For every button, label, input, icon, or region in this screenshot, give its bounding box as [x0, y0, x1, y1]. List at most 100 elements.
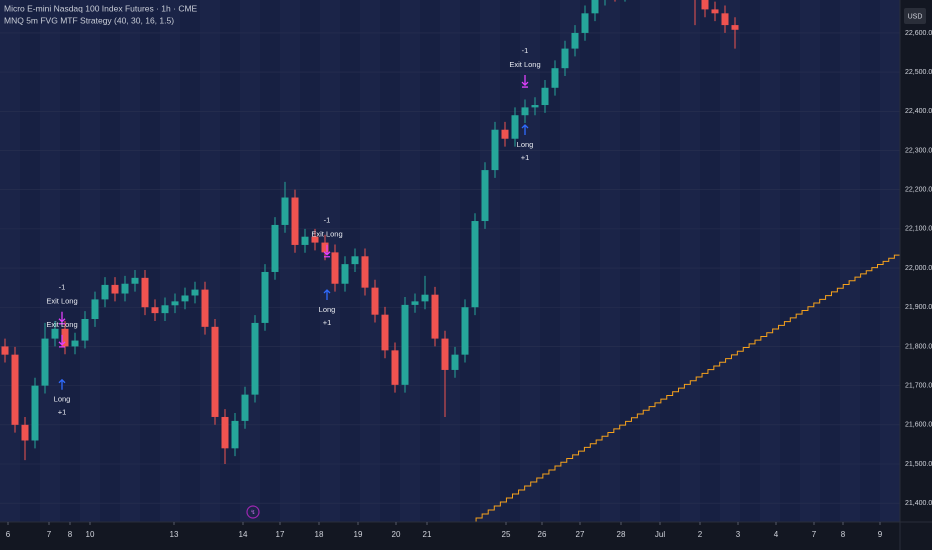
session-band: [60, 0, 80, 522]
candle-body: [401, 304, 409, 385]
session-band: [200, 0, 220, 522]
candle-body: [201, 289, 209, 327]
entry-qty: +1: [58, 408, 67, 417]
event-icon-glyph[interactable]: ↯: [250, 509, 255, 516]
session-band: [880, 0, 900, 522]
candle-body: [311, 236, 319, 243]
x-tick-label: 7: [812, 530, 817, 539]
session-band: [100, 0, 120, 522]
candle-body: [271, 224, 279, 272]
candle-body: [441, 338, 449, 370]
x-tick-label: 2: [698, 530, 703, 539]
session-band: [0, 0, 20, 522]
session-band: [480, 0, 500, 522]
x-tick-label: 26: [538, 530, 547, 539]
candle-body: [411, 301, 419, 305]
session-band: [140, 0, 160, 522]
exit-label: Exit Long: [311, 230, 342, 239]
event-icon[interactable]: [246, 505, 260, 519]
session-band: [820, 0, 840, 522]
session-band: [860, 0, 880, 522]
x-tick-label: 4: [774, 530, 779, 539]
candle-body: [731, 25, 739, 30]
x-tick-label: 14: [239, 530, 248, 539]
session-band: [260, 0, 280, 522]
candle-body: [111, 284, 119, 294]
candle-body: [421, 294, 429, 302]
exit-qty: -1: [324, 216, 331, 225]
session-band: [600, 0, 620, 522]
session-band: [320, 0, 340, 522]
candle-body: [51, 328, 59, 339]
candle-body: [321, 242, 329, 253]
entry-qty: +1: [323, 318, 332, 327]
x-tick-label: 28: [617, 530, 626, 539]
y-tick-label: 22,600.00: [905, 30, 932, 37]
session-band: [160, 0, 180, 522]
x-tick-label: 9: [878, 530, 883, 539]
chart-title: Micro E-mini Nasdaq 100 Index Futures · …: [4, 3, 198, 13]
session-band: [380, 0, 400, 522]
candle-body: [41, 338, 49, 386]
candle-body: [231, 420, 239, 449]
y-tick-label: 22,500.00: [905, 69, 932, 76]
session-band: [700, 0, 720, 522]
grid: [0, 32, 900, 504]
y-tick-label: 22,400.00: [905, 108, 932, 115]
session-band: [560, 0, 580, 522]
candle-body: [71, 340, 79, 347]
candle-body: [31, 385, 39, 441]
session-band: [280, 0, 300, 522]
x-tick-label: 7: [47, 530, 52, 539]
x-tick-label: 3: [736, 530, 741, 539]
entry-label: Long: [54, 395, 71, 404]
session-band: [360, 0, 380, 522]
session-band: [540, 0, 560, 522]
candle-body: [561, 48, 569, 69]
session-band: [660, 0, 680, 522]
y-tick-label: 22,100.00: [905, 226, 932, 233]
candle-body: [151, 307, 159, 314]
session-band: [640, 0, 660, 522]
candle-body: [251, 322, 259, 395]
entry-arrow: [58, 378, 66, 390]
session-band: [80, 0, 100, 522]
currency[interactable]: USD: [908, 13, 923, 20]
candle-body: [291, 197, 299, 245]
candle-body: [101, 284, 109, 300]
session-band: [420, 0, 440, 522]
y-tick-label: 21,500.00: [905, 461, 932, 468]
strategy-name: MNQ 5m FVG MTF Strategy (40, 30, 16, 1.5…: [4, 15, 174, 25]
axes: 22,600.00 22,500.00 22,400.00 22,300.00 22,2…: [6, 30, 932, 539]
candle-body: [331, 252, 339, 284]
strategy-line: [470, 251, 900, 522]
candle-body: [591, 0, 599, 14]
candle-body: [711, 9, 719, 14]
session-shading: [0, 0, 900, 522]
exit-arrow: [521, 75, 529, 88]
session-band: [620, 0, 640, 522]
candle-body: [1, 346, 9, 355]
session-band: [340, 0, 360, 522]
session-band: [520, 0, 540, 522]
y-tick-label: 22,200.00: [905, 187, 932, 194]
candle-body: [371, 287, 379, 315]
candle-body: [461, 307, 469, 355]
y-tick-label: 22,300.00: [905, 147, 932, 154]
exit-label: Exit Long: [46, 320, 77, 329]
currency-box[interactable]: [904, 8, 926, 24]
candle-body: [281, 197, 289, 225]
candle-body: [721, 13, 729, 26]
candle-body: [701, 0, 709, 10]
candle-body: [61, 328, 69, 347]
candle-body: [381, 314, 389, 351]
x-tick-label: 19: [354, 530, 363, 539]
candle-body: [531, 105, 539, 108]
candle-body: [351, 256, 359, 265]
candle-body: [141, 277, 149, 308]
session-band: [780, 0, 800, 522]
x-tick-label: 17: [276, 530, 285, 539]
session-band: [760, 0, 780, 522]
session-band: [300, 0, 320, 522]
